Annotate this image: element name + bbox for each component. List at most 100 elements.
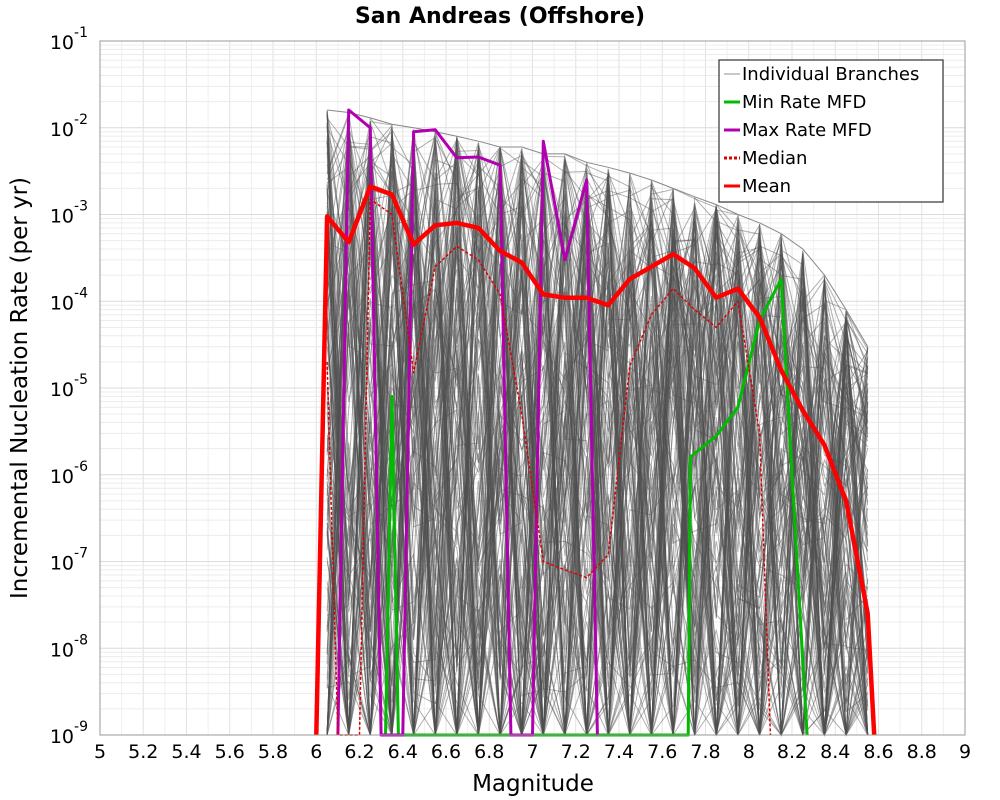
branch-line <box>326 175 869 736</box>
branch-line <box>326 151 869 736</box>
branch-line <box>326 156 869 736</box>
y-tick-base: 10 <box>50 553 74 575</box>
branch-line <box>326 122 868 736</box>
branch-line <box>326 179 869 736</box>
branch-line <box>326 142 869 736</box>
y-tick-exponent: -7 <box>74 546 88 562</box>
branch-line <box>326 132 869 736</box>
branch-line <box>326 110 869 737</box>
branch-line <box>326 111 869 736</box>
branch-line <box>326 113 868 736</box>
branch-line <box>326 119 869 737</box>
y-tick-exponent: -2 <box>74 112 88 128</box>
x-tick-label: 7.6 <box>647 741 677 763</box>
x-tick-label: 5.4 <box>171 741 201 763</box>
y-tick-exponent: -5 <box>74 372 88 388</box>
branch-line <box>326 135 869 737</box>
x-tick-label: 6.2 <box>344 741 374 763</box>
series-line-max-rate-mfd <box>336 108 599 737</box>
x-tick-label: 8.6 <box>863 741 893 763</box>
branch-line <box>326 152 869 736</box>
branch-line <box>326 170 869 736</box>
branch-line <box>326 152 869 736</box>
branch-line <box>326 122 869 736</box>
branch-line <box>326 125 869 736</box>
plot-border <box>99 40 966 736</box>
branch-line <box>326 110 869 736</box>
y-tick-base: 10 <box>50 726 74 748</box>
branch-line <box>326 163 869 737</box>
y-tick-exponent: -8 <box>74 632 88 648</box>
branch-line <box>326 131 869 736</box>
branch-line <box>327 156 869 737</box>
branch-envelope-line <box>327 109 869 347</box>
branch-line <box>326 164 869 736</box>
branch-line <box>327 188 869 737</box>
branch-line <box>326 151 869 736</box>
x-tick-label: 6.4 <box>388 741 418 763</box>
branch-line <box>326 162 868 736</box>
x-tick-label: 7.8 <box>690 741 720 763</box>
legend-label: Min Rate MFD <box>742 92 866 113</box>
individual-branches-band <box>326 109 869 737</box>
branch-line <box>326 250 869 736</box>
y-tick-label: 10-7 <box>50 546 88 575</box>
branch-line <box>327 161 868 736</box>
branch-line <box>326 222 869 736</box>
y-tick-exponent: -3 <box>74 199 88 215</box>
y-tick-base: 10 <box>50 119 74 141</box>
branch-line <box>326 131 869 736</box>
legend: Individual Branches Min Rate MFD Max Rate … <box>718 59 944 203</box>
branch-line <box>326 160 869 736</box>
x-tick-label: 5.8 <box>258 741 288 763</box>
branch-line <box>326 130 869 736</box>
branch-line <box>326 127 869 737</box>
x-tick-label: 8.8 <box>907 741 937 763</box>
x-tick-label: 5.2 <box>128 741 158 763</box>
y-axis-ticks: 10-910-810-710-610-510-410-310-210-1 <box>50 25 88 748</box>
y-tick-label: 10-5 <box>50 372 88 401</box>
branch-line <box>326 136 869 737</box>
y-tick-exponent: -1 <box>74 25 88 41</box>
branch-line <box>326 158 868 737</box>
branch-line <box>326 148 869 736</box>
branch-line <box>326 112 869 736</box>
x-tick-label: 6.8 <box>474 741 504 763</box>
x-tick-label: 9 <box>959 741 971 763</box>
y-tick-label: 10-2 <box>50 112 88 141</box>
branch-line <box>326 125 869 736</box>
y-tick-base: 10 <box>50 466 74 488</box>
y-tick-base: 10 <box>50 206 74 228</box>
branch-line <box>326 146 869 736</box>
y-tick-exponent: -9 <box>74 719 88 735</box>
branch-line <box>326 116 869 737</box>
branch-line <box>326 161 869 736</box>
branch-line <box>326 142 868 736</box>
y-tick-label: 10-9 <box>50 719 88 748</box>
branch-line <box>326 178 869 736</box>
y-tick-base: 10 <box>50 639 74 661</box>
branch-line <box>326 163 869 736</box>
y-tick-label: 10-6 <box>50 459 88 488</box>
branch-line <box>326 132 869 736</box>
branch-line <box>326 144 869 736</box>
series-line-mean <box>314 184 877 736</box>
x-axis-ticks: 5 5.2 5.4 5.6 5.8 6 6.2 6.4 6.6 6.8 7 7.2 7.4 7.6 7.8 8… <box>94 741 971 763</box>
branch-line <box>326 140 869 736</box>
branch-line <box>326 136 869 737</box>
y-axis-label: Incremental Nucleation Rate (per yr) <box>7 177 33 599</box>
y-tick-exponent: -4 <box>74 285 88 301</box>
series-group <box>314 108 877 737</box>
branch-line <box>326 126 869 736</box>
x-tick-label: 8.4 <box>820 741 850 763</box>
branch-line <box>326 130 869 736</box>
legend-label: Individual Branches <box>742 64 919 85</box>
branch-line <box>326 134 869 736</box>
branch-line <box>326 193 869 736</box>
branch-line <box>326 136 869 736</box>
branch-line <box>326 139 869 736</box>
branch-line <box>326 175 869 736</box>
branch-line <box>326 149 869 736</box>
branch-line <box>326 129 869 737</box>
